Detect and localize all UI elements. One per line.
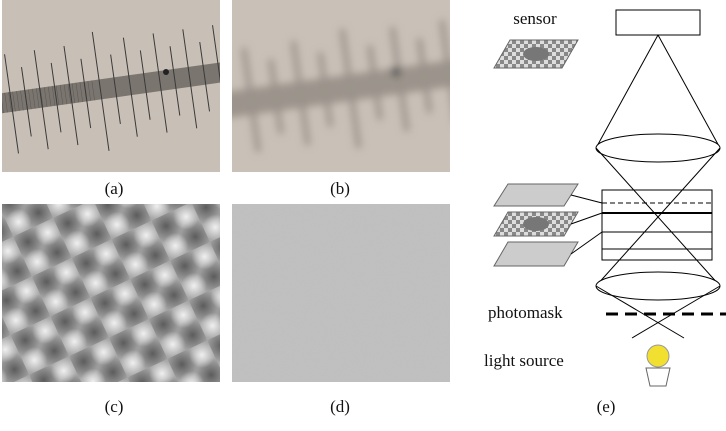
- panel-label: (c): [105, 397, 124, 416]
- panel-label: (a): [105, 179, 124, 198]
- light-source-label: light source: [484, 351, 564, 370]
- sensor-label: sensor: [513, 9, 557, 28]
- panel-label: (d): [330, 397, 350, 416]
- panel-label: (b): [330, 179, 350, 198]
- noise-d: [232, 204, 450, 382]
- photo-b: [203, 0, 477, 172]
- figure: (a) (b) (c) (d) (e) sensor photomask lig…: [0, 0, 726, 426]
- pattern-c: [2, 204, 220, 382]
- photo-a: [0, 0, 248, 172]
- panel-label: (e): [597, 397, 616, 416]
- page: (a) (b) (c) (d) (e) sensor photomask lig…: [0, 0, 726, 426]
- optics-diagram: [494, 10, 726, 386]
- photomask-label: photomask: [488, 303, 563, 322]
